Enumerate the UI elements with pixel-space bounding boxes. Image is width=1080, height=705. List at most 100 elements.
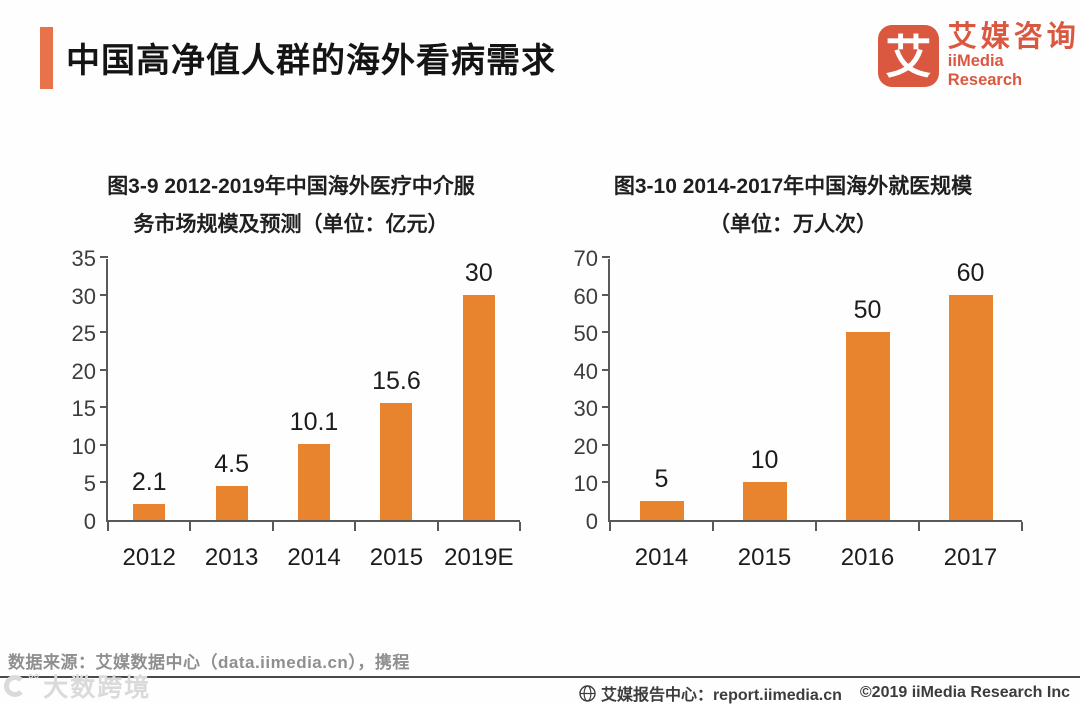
x-axis-tick <box>815 522 817 531</box>
watermark-degrees: °° <box>28 671 40 687</box>
x-axis-tick <box>1021 522 1023 531</box>
divider-line <box>0 676 1080 678</box>
y-axis-tick <box>100 368 108 371</box>
y-axis-tick-label: 0 <box>585 509 598 534</box>
y-axis-tick-label: 20 <box>71 358 96 384</box>
x-axis-category-label: 2014 <box>287 544 341 571</box>
bar-2015 <box>742 482 787 520</box>
iimedia-logo: 艾 艾媒咨询 iiMedia Research <box>878 22 1080 90</box>
x-axis-category-label: 2015 <box>369 544 424 571</box>
y-axis-tick-label: 10 <box>573 471 598 497</box>
bar-slot-2014: 5 2014 <box>610 259 713 571</box>
x-axis-tick <box>189 522 192 531</box>
bar-value-label: 15.6 <box>372 366 421 395</box>
x-axis-category-label: 2016 <box>840 544 895 571</box>
bar-slot-2015: 10 2015 <box>713 259 816 571</box>
y-axis-tick-label: 35 <box>71 246 96 271</box>
plot-row: 0 10 20 30 40 50 60 70 5 2014 10 2015 50 2016 60 2017 <box>564 248 1023 571</box>
bar-value-label: 10.1 <box>289 408 339 437</box>
y-axis-tick <box>602 331 610 334</box>
x-axis-tick <box>107 522 109 531</box>
logo-name-en: iiMedia Research <box>947 52 1023 90</box>
bars: 5 2014 10 2015 50 2016 60 2017 <box>610 258 1022 571</box>
x-axis-tick <box>436 522 439 531</box>
chart-overseas-medical-agency-market: 图3-9 2012-2019年中国海外医疗中介服 务市场规模及预测（单位：亿元）… <box>62 168 521 571</box>
chart-title-line2: 务市场规模及预测（单位：亿元） <box>133 213 449 236</box>
y-axis-tick-label: 25 <box>71 321 96 347</box>
bar-slot-2017: 60 2017 <box>919 258 1022 571</box>
bar-2012 <box>133 504 166 520</box>
y-axis-tick-label: 30 <box>573 396 598 422</box>
bar-value-label: 60 <box>956 258 985 287</box>
y-axis-tick <box>100 443 108 446</box>
bar-slot-2012: 2.1 2012 <box>108 259 190 571</box>
bar-slot-2019E: 30 2019E <box>438 258 520 571</box>
bar-2015 <box>380 402 413 520</box>
y-axis-tick <box>100 256 108 258</box>
y-axis-tick <box>100 406 108 409</box>
bar-value-label: 5 <box>654 465 669 494</box>
y-axis-tick-label: 15 <box>71 396 96 422</box>
y-axis-tick-label: 70 <box>573 246 598 271</box>
y-axis-tick <box>602 443 610 446</box>
x-axis-tick <box>354 522 357 531</box>
y-axis-tick-label: 5 <box>83 471 96 497</box>
x-axis-tick <box>271 522 274 531</box>
logo-text: 艾媒咨询 iiMedia Research <box>948 22 1080 90</box>
y-axis-tick <box>602 256 610 258</box>
bars: 2.1 2012 4.5 2013 10.1 2014 15.6 2015 30 2019E <box>108 258 520 571</box>
y-axis-tick <box>602 481 610 484</box>
x-axis-tick <box>918 522 920 531</box>
x-axis-category-label: 2013 <box>204 544 259 571</box>
plot-area: 5 2014 10 2015 50 2016 60 2017 <box>602 256 1023 571</box>
iimedia-logo-icon: 艾 <box>878 25 939 88</box>
x-axis-category-label: 2017 <box>943 544 998 571</box>
y-axis-labels: 0 10 20 30 40 50 60 70 <box>564 248 608 533</box>
watermark-icon <box>4 675 26 697</box>
x-axis-tick <box>712 522 714 531</box>
y-axis-tick-label: 0 <box>83 509 96 534</box>
globe-icon <box>579 684 596 702</box>
y-axis-tick <box>602 368 610 371</box>
bar-2014 <box>298 444 331 520</box>
bar-slot-2015: 15.6 2015 <box>355 259 437 571</box>
x-axis-tick <box>519 522 521 531</box>
bar-value-label: 30 <box>464 258 493 287</box>
y-axis-tick <box>100 481 108 484</box>
chart-overseas-medical-visits: 图3-10 2014-2017年中国海外就医规模 （单位：万人次） 0 10 20 3… <box>564 168 1023 571</box>
bar-2019E <box>462 294 495 520</box>
bar-2013 <box>215 486 248 520</box>
bar-value-label: 2.1 <box>131 468 167 497</box>
y-axis-tick-label: 40 <box>573 358 598 384</box>
plot-area: 2.1 2012 4.5 2013 10.1 2014 15.6 2015 30 2019E <box>100 256 521 571</box>
x-axis-category-label: 2012 <box>122 544 176 571</box>
watermark-text: 大数跨境 <box>43 674 152 702</box>
x-axis-category-label: 2015 <box>737 544 792 571</box>
bar-2016 <box>845 332 890 520</box>
x-axis-category-label: 2014 <box>634 544 689 571</box>
plot-row: 0 5 10 15 20 25 30 35 2.1 2012 4.5 2013 10.1 2014 15.… <box>62 248 521 571</box>
data-source-note: 数据来源：艾媒数据中心（data.iimedia.cn），携程 <box>8 653 410 672</box>
bar-2014 <box>639 501 684 520</box>
y-axis-tick <box>602 406 610 409</box>
report-center-line: 艾媒报告中心：report.iimedia.cn ©2019 iiMedia R… <box>579 681 1070 705</box>
title-accent-bar <box>40 27 53 89</box>
y-axis-tick-label: 10 <box>71 433 96 459</box>
bar-slot-2016: 50 2016 <box>816 259 919 571</box>
bar-2017 <box>948 294 993 520</box>
y-axis-tick <box>100 331 108 334</box>
charts-row: 图3-9 2012-2019年中国海外医疗中介服 务市场规模及预测（单位：亿元）… <box>62 168 1023 571</box>
bar-value-label: 4.5 <box>214 450 249 479</box>
bar-slot-2013: 4.5 2013 <box>190 259 272 571</box>
bar-slot-2014: 10.1 2014 <box>273 259 355 571</box>
bar-value-label: 10 <box>750 446 779 475</box>
y-axis-labels: 0 5 10 15 20 25 30 35 <box>62 248 106 533</box>
y-axis-tick-label: 30 <box>71 283 96 309</box>
logo-glyph: 艾 <box>885 31 932 84</box>
bar-value-label: 50 <box>853 296 882 325</box>
y-axis-tick <box>602 293 610 296</box>
logo-name-cn: 艾媒咨询 <box>947 21 1080 53</box>
y-axis-tick-label: 60 <box>573 283 598 309</box>
y-axis-tick-label: 20 <box>573 433 598 459</box>
